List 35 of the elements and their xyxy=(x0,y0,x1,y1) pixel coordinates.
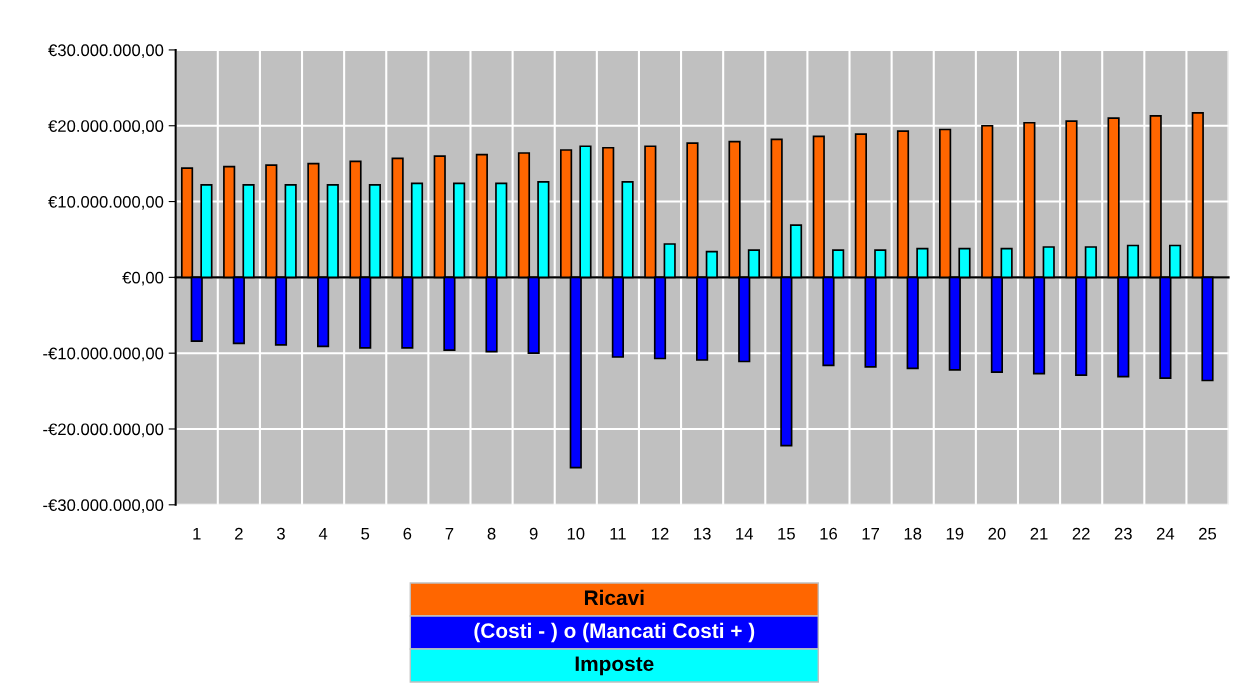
x-tick-label: 2 xyxy=(235,527,243,540)
x-tick-label: 8 xyxy=(487,527,496,540)
x-tick-label: 5 xyxy=(361,527,370,540)
x-tick-label: 24 xyxy=(1156,527,1175,540)
x-tick-label: 25 xyxy=(1199,527,1217,540)
x-tick-label: 20 xyxy=(988,527,1006,540)
y-tick-label: €30.000.000,00 xyxy=(48,44,164,59)
y-tick-label: €10.000.000,00 xyxy=(48,195,164,210)
x-tick-label: 9 xyxy=(529,527,538,540)
x-tick-label: 19 xyxy=(946,527,964,540)
y-tick-label: -€20.000.000,00 xyxy=(43,423,164,438)
x-tick-label: 18 xyxy=(904,527,922,540)
x-tick-label: 22 xyxy=(1072,527,1090,540)
x-tick-label: 10 xyxy=(567,527,585,540)
y-tick-label: -€10.000.000,00 xyxy=(43,347,164,362)
y-tick-label: -€30.000.000,00 xyxy=(43,499,164,513)
x-tick-label: 14 xyxy=(736,527,754,540)
x-tick-label: 4 xyxy=(318,527,328,540)
text: Imposte xyxy=(575,656,654,676)
x-tick-label: 15 xyxy=(778,527,795,540)
x-tick-label: 23 xyxy=(1114,527,1132,540)
x-tick-label: 21 xyxy=(1030,527,1048,540)
x-tick-label: 6 xyxy=(403,527,412,540)
x-tick-label: 1 xyxy=(193,527,201,540)
x-tick-label: 7 xyxy=(445,527,454,540)
text: Ricavi xyxy=(584,589,644,606)
x-tick-label: 17 xyxy=(862,527,880,540)
text: (Costi - ) o (Mancati Costi + ) xyxy=(474,622,755,643)
x-tick-label: 16 xyxy=(820,527,837,540)
y-tick-label: €20.000.000,00 xyxy=(48,120,164,134)
x-tick-label: 3 xyxy=(276,527,285,540)
x-tick-label: 13 xyxy=(694,527,711,540)
y-tick-label: €0,00 xyxy=(122,271,164,286)
x-tick-label: 11 xyxy=(610,527,626,540)
x-tick-label: 12 xyxy=(652,527,669,540)
